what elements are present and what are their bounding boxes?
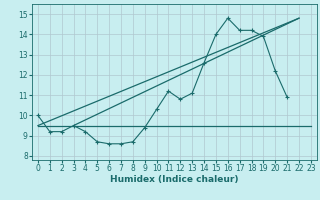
X-axis label: Humidex (Indice chaleur): Humidex (Indice chaleur) <box>110 175 239 184</box>
